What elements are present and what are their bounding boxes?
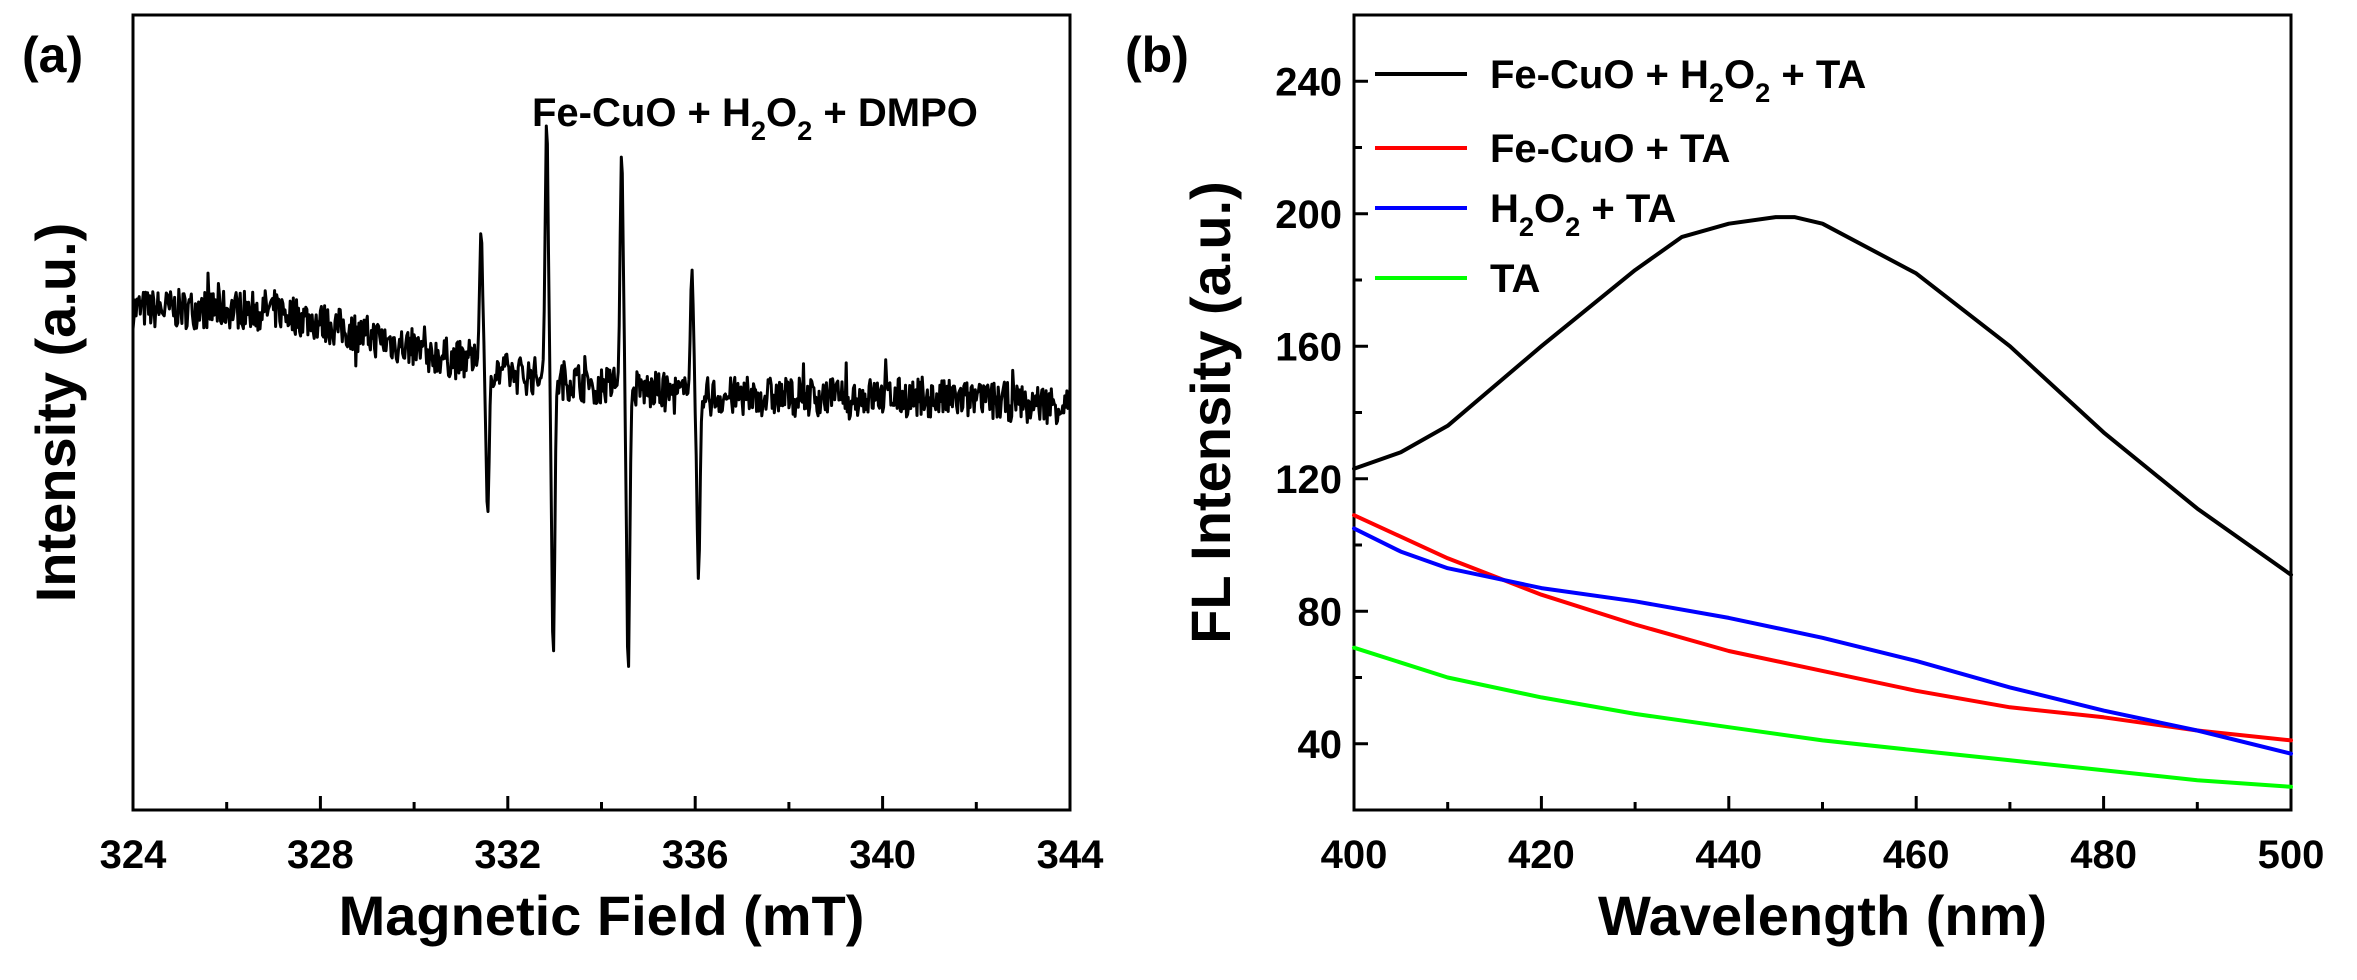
legend-label-0-sub2: 2 <box>1755 77 1770 108</box>
legend-label-2-prefix: H <box>1490 187 1519 231</box>
y-axis-title-a: Intensity (a.u.) <box>24 223 87 603</box>
legend-label-2: H2O2 + TA <box>1490 187 1676 242</box>
annotation-a-sub1: 2 <box>751 115 766 146</box>
legend-label-0-suffix: + TA <box>1770 53 1866 97</box>
x-ticks-0: 324 328 332 336 340 344 <box>100 796 1104 877</box>
x-axis-title-b: Wavelength (nm) <box>1598 884 2047 947</box>
fl-series-line-0 <box>1352 215 2293 577</box>
x-tick-label: 328 <box>287 833 354 877</box>
legend-label-3: TA <box>1490 257 1540 301</box>
x-tick-label: 460 <box>1883 833 1950 877</box>
x-tick-label: 500 <box>2258 833 2325 877</box>
annotation-a: Fe-CuO + H2O2 + DMPO <box>532 91 978 146</box>
y-tick-label: 240 <box>1275 60 1342 104</box>
x-tick-label: 440 <box>1695 833 1762 877</box>
x-tick-label: 332 <box>474 833 541 877</box>
y-tick-label: 40 <box>1298 723 1343 767</box>
annotation-a-prefix: Fe-CuO + H <box>532 91 751 135</box>
fl-series-line-2 <box>1352 526 2293 756</box>
annotation-a-sub2: 2 <box>797 115 812 146</box>
y-tick-label: 160 <box>1275 325 1342 369</box>
panel-label-a: (a) <box>22 27 83 83</box>
legend-label-1: Fe-CuO + TA <box>1490 127 1730 171</box>
annotation-a-suffix: + DMPO <box>812 91 978 135</box>
x-tick-label: 340 <box>849 833 916 877</box>
legend-label-0-prefix: Fe-CuO + H <box>1490 53 1709 97</box>
legend-label-2-sub2: 2 <box>1565 211 1580 242</box>
x-tick-label: 480 <box>2070 833 2137 877</box>
legend-label-0-mid: O <box>1724 53 1755 97</box>
legend-label-0: Fe-CuO + H2O2 + TA <box>1490 53 1866 108</box>
x-axis-title-a: Magnetic Field (mT) <box>339 884 865 947</box>
x-tick-label: 324 <box>100 833 167 877</box>
x-ticks-1: 400 420 440 460 480 500 <box>1321 796 2325 877</box>
x-tick-label: 344 <box>1037 833 1104 877</box>
y-tick-label: 80 <box>1298 590 1343 634</box>
legend-label-2-mid: O <box>1534 187 1565 231</box>
legend-label-2-suffix: + TA <box>1580 187 1676 231</box>
y-tick-label: 120 <box>1275 458 1342 502</box>
legend-label-1-prefix: Fe-CuO + TA <box>1490 127 1730 171</box>
x-tick-label: 420 <box>1508 833 1575 877</box>
legend-label-0-sub1: 2 <box>1709 77 1724 108</box>
y-ticks-1: 40 80 120 160 200 240 <box>1275 13 1368 767</box>
annotation-a-mid: O <box>766 91 797 135</box>
legend-label-3-prefix: TA <box>1490 257 1540 301</box>
y-axis-title-b: FL Intensity (a.u.) <box>1179 181 1242 644</box>
epr-spectrum-line <box>131 124 1072 668</box>
fl-series-line-1 <box>1352 513 2293 743</box>
x-tick-label: 336 <box>662 833 729 877</box>
panel-label-b: (b) <box>1125 27 1189 83</box>
legend-label-2-sub1: 2 <box>1519 211 1534 242</box>
x-tick-label: 400 <box>1321 833 1388 877</box>
y-tick-label: 200 <box>1275 193 1342 237</box>
fl-series-line-3 <box>1352 645 2293 789</box>
